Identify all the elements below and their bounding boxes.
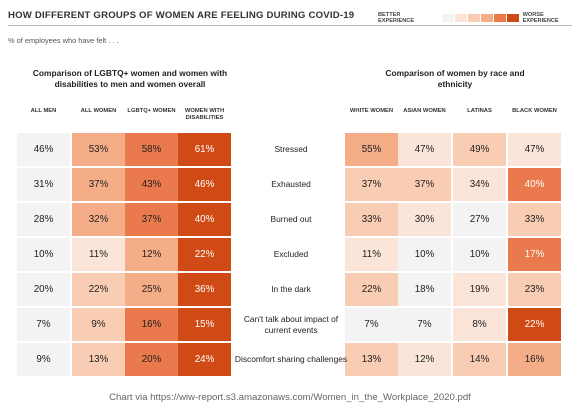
row-label: Can't talk about impact of current event… [243, 313, 339, 335]
row-label: In the dark [271, 284, 311, 294]
heatmap-cell: 12% [398, 343, 451, 376]
heatmap-cell: 22% [72, 273, 125, 306]
legend: BETTER EXPERIENCE WORSE EXPERIENCE [378, 12, 580, 24]
heatmap-cell: 37% [398, 168, 451, 201]
heatmap-cell: 22% [508, 308, 561, 341]
heatmap-cell: 10% [453, 238, 506, 271]
heatmap-cell: 58% [125, 133, 178, 166]
heatmap-cell: 33% [508, 203, 561, 236]
heatmap-cell: 7% [17, 308, 70, 341]
heatmap-cell: 55% [345, 133, 398, 166]
heatmap-cell: 37% [125, 203, 178, 236]
column-header: ALL WOMEN [80, 108, 117, 114]
legend-worse-label: WORSE EXPERIENCE [522, 12, 559, 24]
row-label: Stressed [274, 144, 308, 154]
heatmap-cell: 32% [72, 203, 125, 236]
heatmap-cell: 15% [178, 308, 231, 341]
legend-swatch [441, 14, 454, 22]
heatmap-cell: 16% [125, 308, 178, 341]
heatmap-cell: 8% [453, 308, 506, 341]
heatmap-cell: 25% [125, 273, 178, 306]
column-header: BLACK WOMEN [512, 108, 557, 114]
column-header: LATINAS [467, 108, 492, 114]
left-group-title: Comparison of LGBTQ+ women and women wit… [32, 68, 228, 89]
heatmap-cell: 47% [508, 133, 561, 166]
heatmap-cell: 9% [72, 308, 125, 341]
heatmap-cell: 22% [345, 273, 398, 306]
column-header: ASIAN WOMEN [403, 108, 446, 114]
chart-title: HOW DIFFERENT GROUPS OF WOMEN ARE FEELIN… [8, 10, 355, 21]
heatmap-cell: 40% [178, 203, 231, 236]
heatmap-cell: 17% [508, 238, 561, 271]
chart-subtitle: % of employees who have felt . . . [8, 36, 119, 45]
heatmap-cell: 53% [72, 133, 125, 166]
right-group-title: Comparison of women by race and ethnicit… [385, 68, 525, 89]
heatmap-cell: 40% [508, 168, 561, 201]
heatmap-cell: 16% [508, 343, 561, 376]
heatmap-cell: 13% [72, 343, 125, 376]
legend-swatch [454, 14, 467, 22]
heatmap-cell: 11% [345, 238, 398, 271]
heatmap-cell: 61% [178, 133, 231, 166]
heatmap-cell: 49% [453, 133, 506, 166]
heatmap-cell: 34% [453, 168, 506, 201]
heatmap-cell: 18% [398, 273, 451, 306]
legend-swatch [506, 14, 519, 22]
heatmap-cell: 30% [398, 203, 451, 236]
heatmap-cell: 31% [17, 168, 70, 201]
heatmap-cell: 19% [453, 273, 506, 306]
heatmap-cell: 10% [17, 238, 70, 271]
heatmap-cell: 11% [72, 238, 125, 271]
heatmap-cell: 20% [125, 343, 178, 376]
row-label: Excluded [273, 249, 309, 259]
heatmap-cell: 24% [178, 343, 231, 376]
heatmap-cell: 14% [453, 343, 506, 376]
legend-swatch [493, 14, 506, 22]
heatmap-cell: 10% [398, 238, 451, 271]
legend-swatch [480, 14, 493, 22]
heatmap-cell: 20% [17, 273, 70, 306]
heatmap-cell: 7% [398, 308, 451, 341]
heatmap-cell: 27% [453, 203, 506, 236]
legend-swatch [467, 14, 480, 22]
source-note: Chart via https://wiw-report.s3.amazonaw… [109, 392, 471, 403]
heatmap-cell: 46% [178, 168, 231, 201]
heatmap-cell: 13% [345, 343, 398, 376]
heatmap-cell: 47% [398, 133, 451, 166]
row-label: Burned out [270, 214, 312, 224]
column-header: WOMEN WITH DISABILITIES [184, 108, 225, 121]
heatmap-cell: 28% [17, 203, 70, 236]
heatmap-cell: 12% [125, 238, 178, 271]
column-header: LGBTQ+ WOMEN [127, 108, 176, 114]
heatmap-cell: 46% [17, 133, 70, 166]
column-header: ALL MEN [30, 108, 57, 114]
heatmap-cell: 33% [345, 203, 398, 236]
heatmap-cell: 7% [345, 308, 398, 341]
row-label: Discomfort sharing challenges [234, 354, 348, 364]
legend-better-label: BETTER EXPERIENCE [378, 12, 415, 24]
row-label: Exhausted [271, 179, 311, 189]
heatmap-cell: 43% [125, 168, 178, 201]
column-header: WHITE WOMEN [349, 108, 394, 114]
heatmap-cell: 9% [17, 343, 70, 376]
heatmap-cell: 22% [178, 238, 231, 271]
heatmap-cell: 23% [508, 273, 561, 306]
legend-swatches [441, 14, 519, 22]
title-rule [8, 25, 572, 26]
heatmap-cell: 36% [178, 273, 231, 306]
heatmap-cell: 37% [72, 168, 125, 201]
heatmap-cell: 37% [345, 168, 398, 201]
